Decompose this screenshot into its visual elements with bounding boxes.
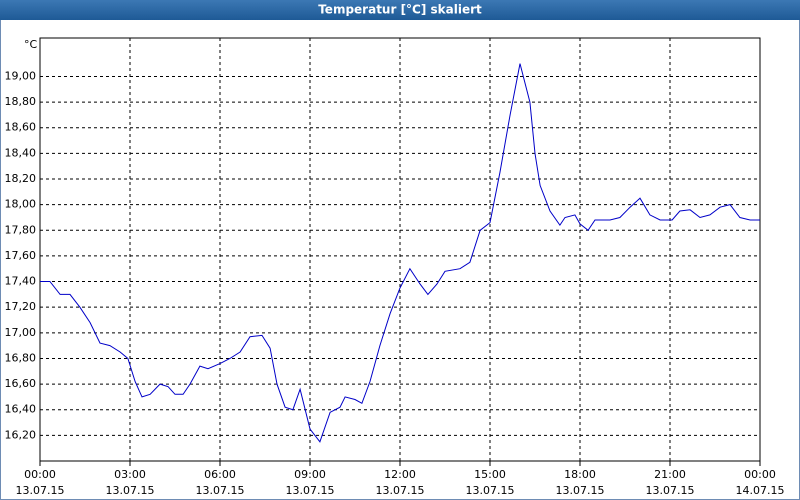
x-tick-date: 13.07.15 <box>196 484 245 497</box>
x-tick-label: 12:00 <box>384 468 416 481</box>
y-tick-label: 16,40 <box>5 403 37 416</box>
y-tick-label: 18,00 <box>5 198 37 211</box>
x-tick-label: 06:00 <box>204 468 236 481</box>
y-tick-label: 16,20 <box>5 428 37 441</box>
y-tick-label: 18,80 <box>5 95 37 108</box>
x-tick-date: 13.07.15 <box>286 484 335 497</box>
y-tick-label: 17,60 <box>5 249 37 262</box>
y-tick-label: 18,60 <box>5 121 37 134</box>
y-tick-label: 17,20 <box>5 300 37 313</box>
x-tick-date: 13.07.15 <box>466 484 515 497</box>
line-series <box>40 63 760 443</box>
x-tick-label: 09:00 <box>294 468 326 481</box>
x-tick-date: 13.07.15 <box>376 484 425 497</box>
chart-title: Temperatur [°C] skaliert <box>318 3 482 17</box>
y-tick-label: 17,00 <box>5 326 37 339</box>
y-tick-label: 17,40 <box>5 275 37 288</box>
y-unit: °C <box>24 38 38 51</box>
x-tick-label: 21:00 <box>654 468 686 481</box>
y-tick-label: 18,40 <box>5 146 37 159</box>
x-tick-label: 03:00 <box>114 468 146 481</box>
x-tick-label: 00:00 <box>24 468 56 481</box>
plot-frame <box>39 37 761 462</box>
x-tick-date: 13.07.15 <box>106 484 155 497</box>
y-tick-label: 17,80 <box>5 223 37 236</box>
y-tick-label: 16,60 <box>5 377 37 390</box>
x-tick-label: 00:00 <box>744 468 776 481</box>
x-tick-date: 14.07.15 <box>736 484 785 497</box>
x-tick-date: 13.07.15 <box>646 484 695 497</box>
x-tick-label: 15:00 <box>474 468 506 481</box>
x-tick-date: 13.07.15 <box>556 484 605 497</box>
title-bar <box>0 0 800 20</box>
x-tick-date: 13.07.15 <box>16 484 65 497</box>
y-tick-label: 19,00 <box>5 69 37 82</box>
y-tick-label: 18,20 <box>5 172 37 185</box>
x-tick-label: 18:00 <box>564 468 596 481</box>
y-tick-label: 16,80 <box>5 351 37 364</box>
